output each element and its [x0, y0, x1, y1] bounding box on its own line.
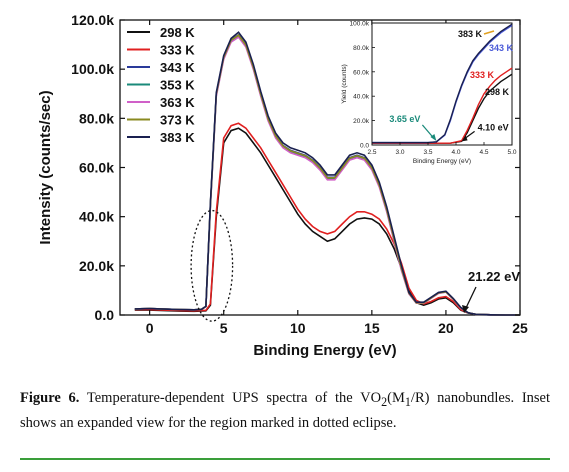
caption-sub-a: 2 — [381, 394, 388, 409]
caption-text-b: (M — [387, 390, 405, 406]
inset-y-tick-label: 40.0k — [353, 94, 370, 101]
inset-x-tick-label: 5.0 — [507, 149, 516, 156]
caption-rule — [20, 458, 550, 460]
inset-x-axis-label: Binding Energy (eV) — [413, 158, 471, 165]
x-tick-label: 25 — [512, 320, 528, 336]
y-tick-label: 120.0k — [71, 12, 114, 28]
legend-label: 298 K — [160, 25, 195, 40]
inset-x-tick-label: 3.5 — [423, 149, 432, 156]
inset-y-tick-label: 80.0k — [353, 45, 370, 52]
inset-arrowhead-365 — [430, 133, 437, 141]
x-tick-label: 0 — [146, 320, 154, 336]
inset-series-333k — [372, 67, 513, 144]
legend-label: 333 K — [160, 43, 195, 58]
inset-y-tick-label: 0.0 — [360, 143, 369, 150]
annotation-arrowhead — [462, 305, 469, 313]
caption-text-c: /R) nanobundles. Inset shows an expanded… — [20, 390, 550, 431]
inset-y-axis-label: Yield (counts) — [341, 64, 348, 104]
inset-arrowhead-410 — [461, 135, 468, 142]
y-tick-label: 40.0k — [79, 209, 114, 225]
x-tick-label: 10 — [290, 320, 306, 336]
y-axis-label: Intensity (counts/sec) — [37, 90, 54, 244]
caption-label: Figure 6. — [20, 390, 80, 406]
inset-plot: 2.5 3.0 3.5 4.0 4.5 5.0 0.0 20.0k 40.0k 60.0k 80.0… — [341, 21, 517, 166]
inset-annotation-365: 3.65 eV — [389, 114, 420, 124]
inset-x-tick-label: 3.0 — [395, 149, 404, 156]
inset-annotation-410: 4.10 eV — [478, 122, 509, 132]
inset-y-tick-label: 60.0k — [353, 69, 370, 76]
inset-y-tick-label: 20.0k — [353, 118, 370, 125]
legend-label: 343 K — [160, 60, 195, 75]
figure-caption: Figure 6. Temperature-dependent UPS spec… — [20, 388, 550, 434]
series-line-333k — [134, 122, 520, 316]
series-line-383k — [134, 31, 520, 316]
inset-label-298: 298 K — [485, 87, 510, 97]
caption-sub-b: 1 — [404, 394, 411, 409]
x-tick-label: 20 — [438, 320, 454, 336]
inset-y-tick-label: 100.0k — [349, 21, 369, 28]
legend-label: 363 K — [160, 95, 195, 110]
inset-series-383k — [372, 23, 513, 144]
inset-x-tick-label: 4.0 — [451, 149, 460, 156]
highlight-ellipse — [190, 209, 234, 322]
y-tick-label: 20.0k — [79, 258, 114, 274]
inset-x-tick-label: 2.5 — [367, 149, 376, 156]
inset-pointer-383 — [483, 30, 495, 35]
y-tick-label: 60.0k — [79, 160, 114, 176]
inset-x-tick-label: 4.5 — [479, 149, 488, 156]
annotation-arrow — [464, 286, 477, 311]
x-tick-label: 15 — [364, 320, 380, 336]
y-tick-label: 100.0k — [71, 61, 114, 77]
main-plot: 0 5 10 15 20 25 0.0 20.0k 40.0k 60.0k 80.0k 100.0k 1… — [37, 12, 528, 359]
caption-text-a: Temperature-dependent UPS spectra of the… — [79, 390, 382, 406]
legend-label: 373 K — [160, 113, 195, 128]
annotation-label: 21.22 eV — [468, 269, 520, 284]
y-tick-label: 80.0k — [79, 110, 114, 126]
inset-label-343: 343 K — [489, 43, 514, 53]
x-axis-label: Binding Energy (eV) — [253, 342, 396, 359]
y-tick-label: 0.0 — [95, 307, 115, 323]
legend-label: 383 K — [160, 130, 195, 145]
inset-label-333: 333 K — [470, 70, 495, 80]
x-tick-label: 5 — [220, 320, 228, 336]
inset-label-383: 383 K — [458, 29, 483, 39]
legend-label: 353 K — [160, 78, 195, 93]
ups-chart: 0 5 10 15 20 25 0.0 20.0k 40.0k 60.0k 80.0k 100.0k 1… — [37, 12, 528, 359]
